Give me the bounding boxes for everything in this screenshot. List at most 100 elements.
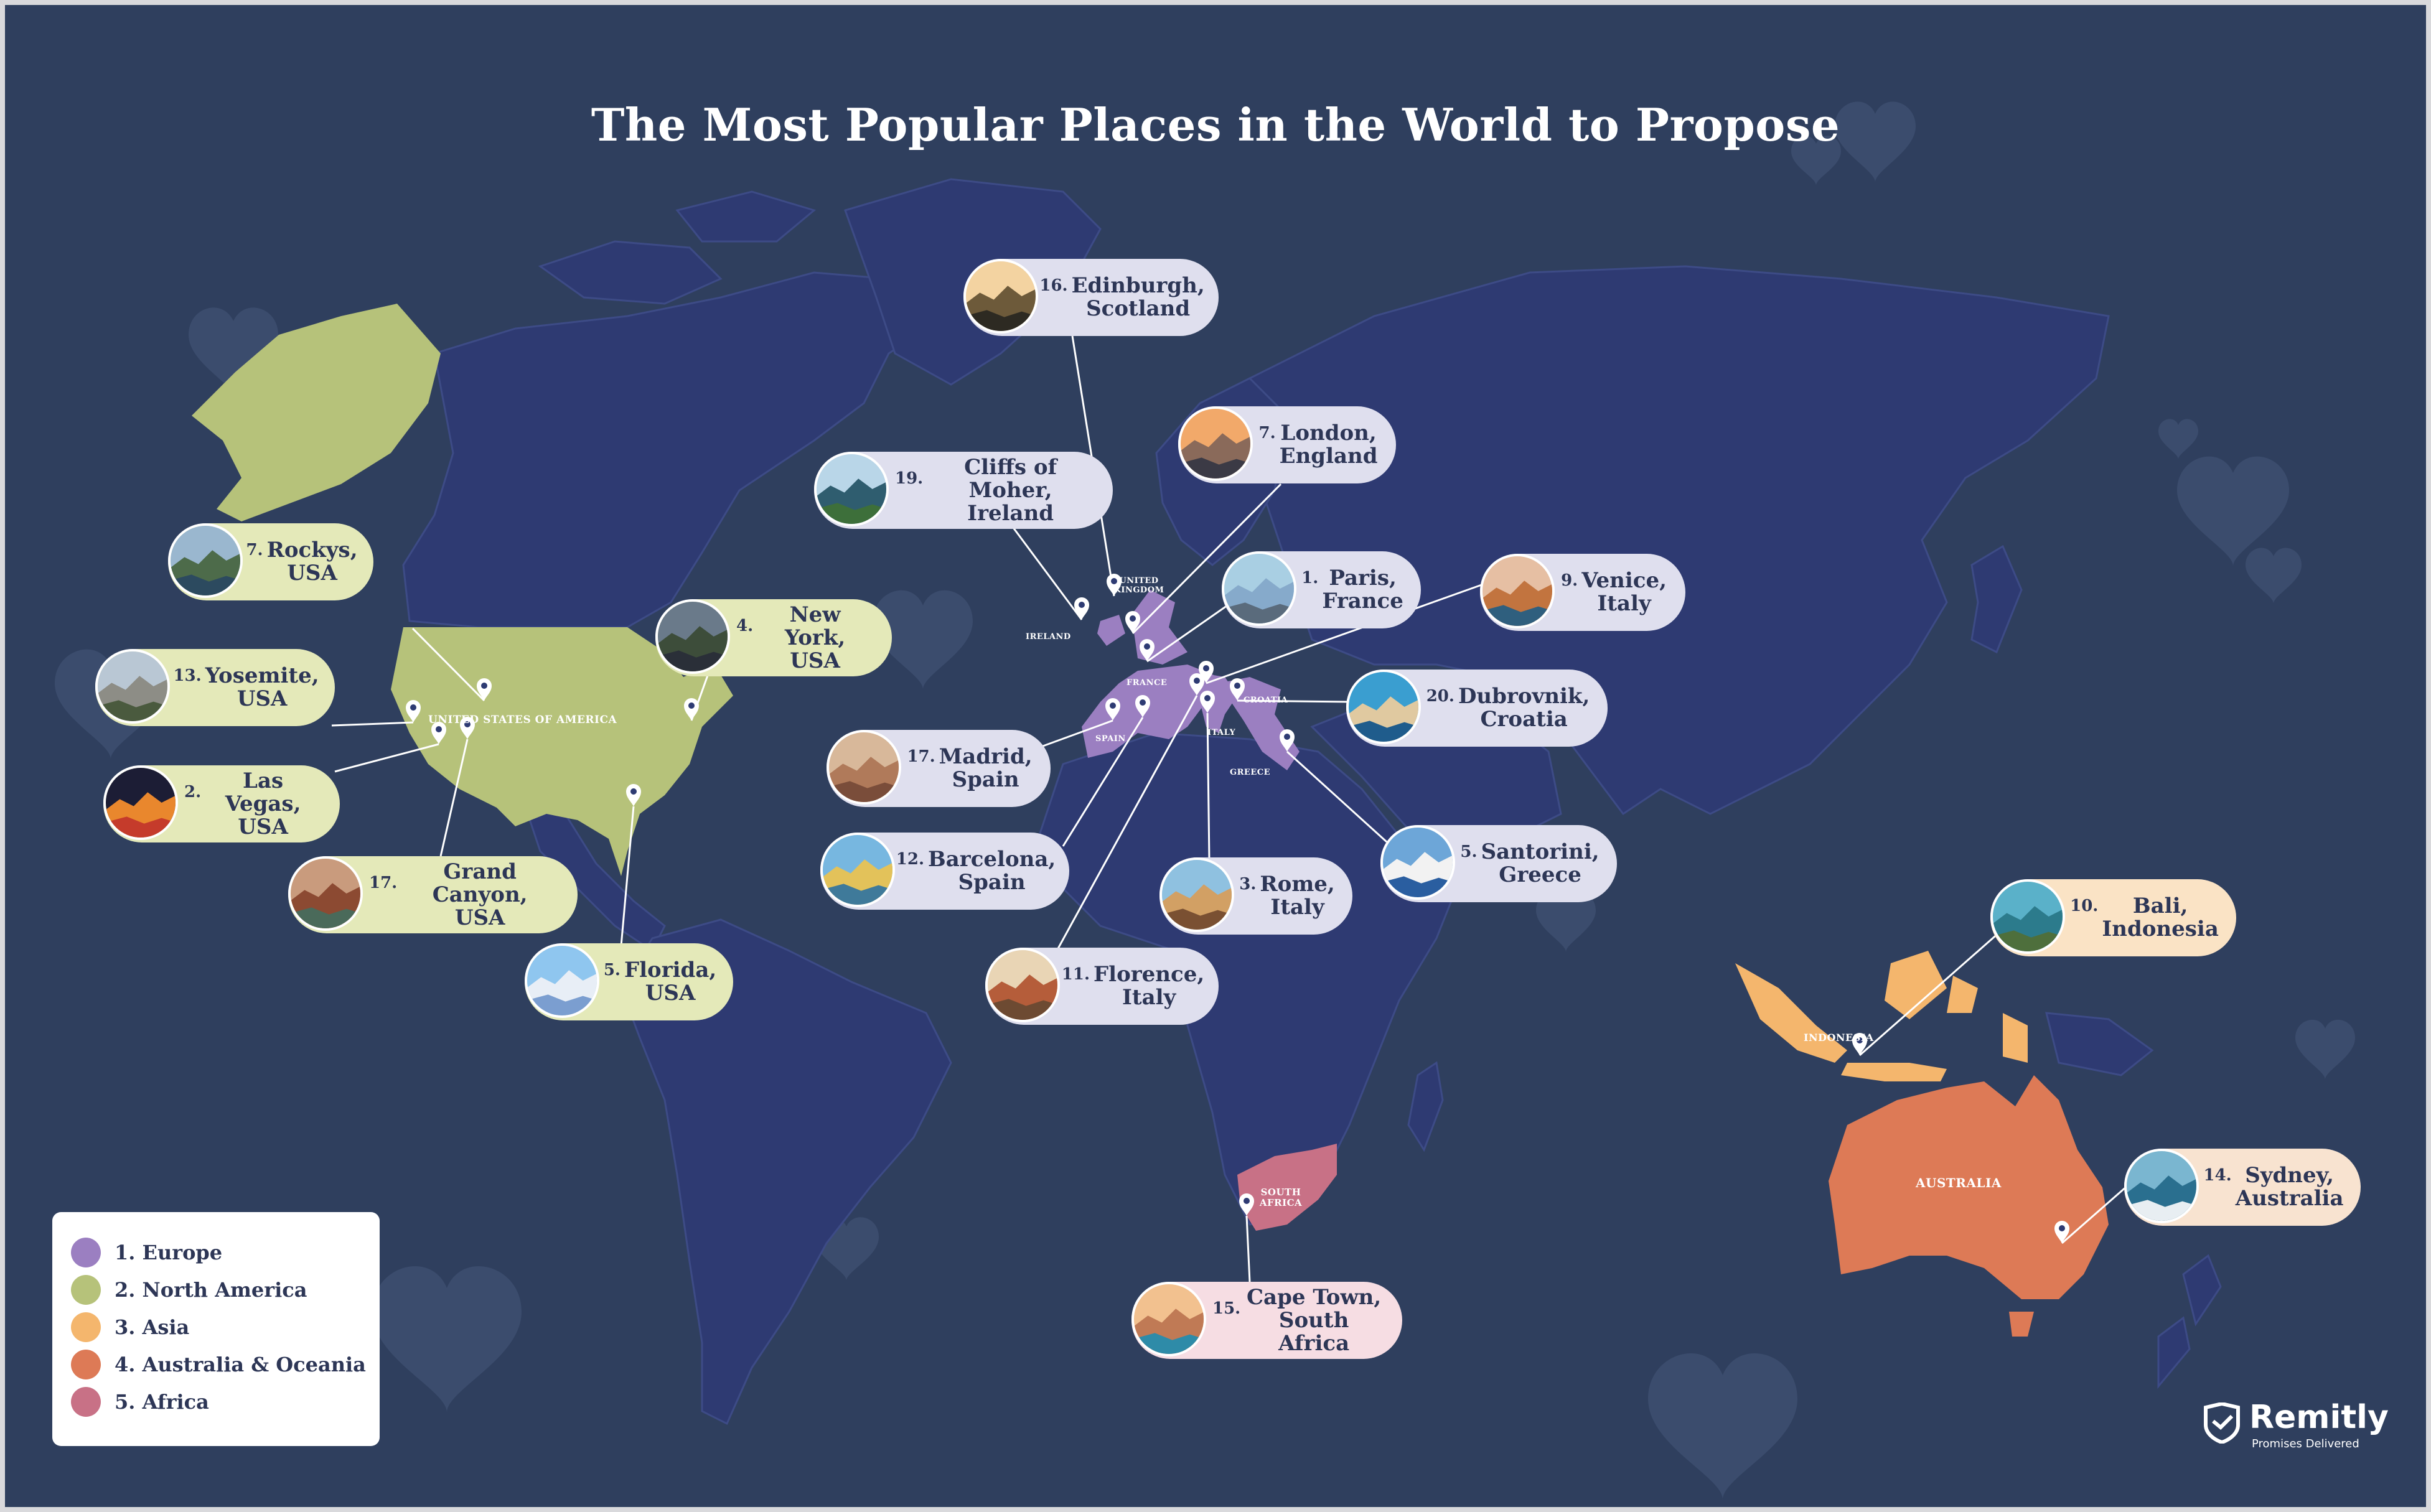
callout-text: 2. Las Vegas, USA [184,765,321,842]
heart-icon [1536,892,1596,952]
map-pin-icon[interactable] [1107,574,1122,596]
map-pin-icon[interactable] [1189,673,1204,696]
callout-rank: 15. [1212,1299,1241,1318]
callout-place-name: Rome, Italy [1260,872,1335,920]
callout-place-name: New York, USA [784,602,846,673]
map-pin-icon[interactable] [1135,695,1150,717]
callout-capetown[interactable]: 15. Cape Town, South Africa [1131,1282,1402,1359]
callout-text: 11. Florence, Italy [1062,948,1204,1025]
callout-place-name: Venice, Italy [1581,568,1667,616]
map-pin-icon[interactable] [1199,661,1214,683]
canal-photo-thumbnail [1480,554,1555,628]
callout-rockys[interactable]: 7. Rockys, USA [168,523,373,600]
callout-newyork[interactable]: 4. New York, USA [655,599,892,676]
heart-icon [189,307,278,397]
map-pin-icon[interactable] [1105,698,1120,721]
map-pin-icon[interactable] [1140,639,1155,661]
callout-grandcanyon[interactable]: 17. Grand Canyon, USA [288,856,578,933]
world-map [5,5,2426,1507]
map-pin-icon[interactable] [406,700,421,722]
land-asia [1248,265,2110,816]
callout-florida[interactable]: 5. Florida, USA [525,943,733,1020]
callout-rank: 3. [1239,875,1257,894]
callout-dubrovnik[interactable]: 20. Dubrovnik, Croatia [1346,670,1608,747]
leader-lines [331,335,2128,1282]
callout-place-name: Cape Town, South Africa [1246,1284,1382,1356]
map-pin-icon[interactable] [460,717,475,739]
leader-line-florida [620,806,635,946]
map-pin-icon[interactable] [626,784,641,806]
map-pin-icon[interactable] [1239,1193,1254,1216]
heart-icon [2295,1019,2355,1080]
callout-bali[interactable]: 10. Bali, Indonesia [1990,879,2236,956]
leader-line-grandcanyon [439,739,469,857]
callout-text: 1. Paris, France [1301,551,1403,628]
callout-text: 9. Venice, Italy [1561,554,1667,631]
callout-madrid[interactable]: 17. Madrid, Spain [827,730,1051,807]
callout-rank: 4. [736,617,754,635]
shard-skyline-photo-thumbnail [1178,406,1253,481]
map-pin-icon[interactable] [1200,691,1215,713]
map-pin-icon[interactable] [2054,1221,2069,1243]
callout-london[interactable]: 7. London, England [1178,406,1396,483]
callout-place-name: Edinburgh, Scotland [1071,273,1205,321]
map-pin-icon[interactable] [1074,597,1089,620]
heart-icon [1648,1353,1797,1500]
leader-line-florence [1056,695,1198,951]
callout-text: 12. Barcelona, Spain [896,833,1056,910]
callout-text: 13. Yosemite, USA [173,649,319,726]
callout-yosemite[interactable]: 13. Yosemite, USA [95,649,335,726]
map-pin-icon[interactable] [1125,611,1140,633]
legend-label: 1. Europe [115,1241,223,1264]
location-pins [406,574,2069,1243]
map-pin-icon[interactable] [684,698,699,721]
callout-santorini[interactable]: 5. Santorini, Greece [1380,825,1617,902]
mountain-lake-photo-thumbnail [168,523,243,598]
legend-label: 3. Asia [115,1315,190,1339]
country-label-italy: ITALY [1207,728,1236,737]
legend-item-north-america: 2. North America [71,1274,307,1305]
region-australia [1829,1075,2109,1337]
callout-place-name: Santorini, Greece [1481,839,1600,887]
callout-place-name: Grand Canyon, USA [432,859,528,930]
sea-cliffs-photo-thumbnail [814,452,889,526]
leader-line-london [1131,483,1282,635]
land-japan [1970,544,2023,654]
heart-icon [2177,456,2289,566]
callout-text: 14. Sydney, Australia [2203,1149,2344,1226]
leader-line-barcelona [1062,717,1144,847]
callout-place-name: Las Vegas, USA [225,768,301,839]
callout-venice[interactable]: 9. Venice, Italy [1480,554,1685,631]
map-pin-icon[interactable] [1852,1033,1867,1055]
callout-rank: 17. [907,747,935,766]
legend-swatch [71,1312,101,1342]
brand-tagline: Promises Delivered [2252,1437,2359,1450]
table-mountain-photo-thumbnail [1131,1282,1206,1356]
colosseum-photo-thumbnail [1159,857,1234,932]
map-pin-icon[interactable] [1230,678,1245,701]
callout-rank: 14. [2203,1166,2232,1185]
leader-line-dubrovnik [1237,699,1353,703]
map-pin-icon[interactable] [1280,729,1295,752]
callout-florence[interactable]: 11. Florence, Italy [985,948,1219,1025]
country-label-indonesia: INDONESIA [1804,1032,1874,1043]
leader-line-rockys [411,627,485,702]
blue-dome-photo-thumbnail [1380,825,1455,900]
callout-edinburgh[interactable]: 16. Edinburgh, Scotland [963,259,1219,336]
callout-rank: 16. [1039,276,1068,295]
shield-check-logo-icon [2204,1402,2240,1444]
callout-rome[interactable]: 3. Rome, Italy [1159,857,1352,935]
callout-cliffs[interactable]: 19. Cliffs of Moher, Ireland [814,452,1113,529]
map-pin-icon[interactable] [431,722,446,744]
callout-lasvegas[interactable]: 2. Las Vegas, USA [103,765,340,842]
callout-paris[interactable]: 1. Paris, France [1222,551,1421,628]
leader-line-bali [1859,931,2000,1057]
brand-name: Remitly [2249,1399,2389,1436]
callout-rank: 10. [2070,897,2099,915]
callout-rank: 13. [173,666,202,685]
callout-sydney[interactable]: 14. Sydney, Australia [2124,1149,2361,1226]
callout-barcelona[interactable]: 12. Barcelona, Spain [820,833,1069,910]
callout-text: 5. Florida, USA [604,943,716,1020]
map-pin-icon[interactable] [477,678,492,701]
region-alaska [192,304,441,521]
